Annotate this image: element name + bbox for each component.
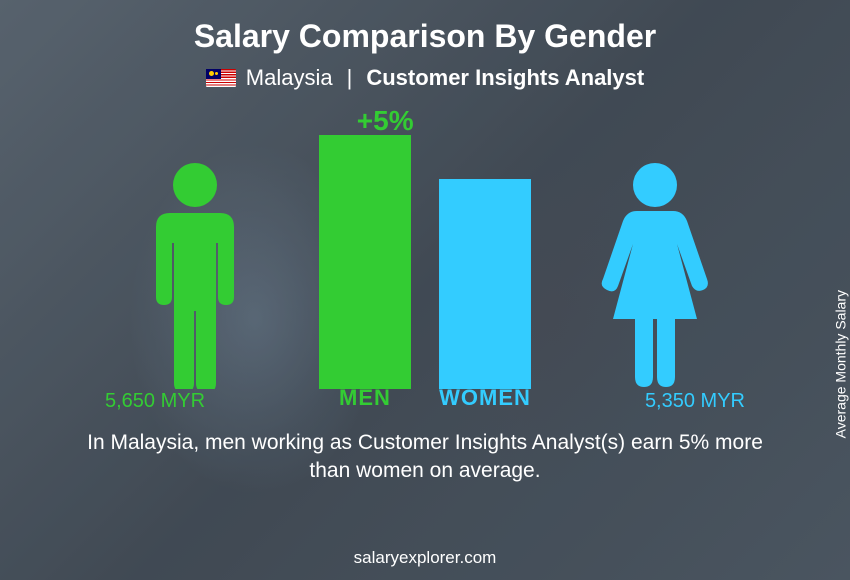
women-bar [439, 179, 531, 389]
malaysia-flag-icon [206, 69, 236, 87]
source-footer: salaryexplorer.com [0, 548, 850, 568]
men-label: MEN [319, 385, 411, 411]
woman-icon [595, 159, 715, 389]
caption-text: In Malaysia, men working as Customer Ins… [0, 411, 850, 486]
salary-chart: +5% MEN WOMEN 5,650 MYR 5,350 MYR [115, 111, 735, 411]
role-label: Customer Insights Analyst [366, 65, 644, 91]
women-salary: 5,350 MYR [645, 390, 745, 413]
separator: | [347, 65, 353, 91]
infographic-content: Salary Comparison By Gender Malaysia | C… [0, 0, 850, 580]
man-icon [135, 159, 255, 389]
page-title: Salary Comparison By Gender [0, 0, 850, 55]
y-axis-label: Average Monthly Salary [832, 290, 848, 438]
men-salary: 5,650 MYR [105, 390, 205, 413]
bar-group [319, 135, 531, 389]
women-label: WOMEN [439, 385, 531, 411]
bar-labels: MEN WOMEN [319, 385, 531, 411]
men-bar [319, 135, 411, 389]
percentage-difference: +5% [357, 105, 414, 137]
country-label: Malaysia [246, 65, 333, 91]
subtitle-row: Malaysia | Customer Insights Analyst [0, 55, 850, 91]
